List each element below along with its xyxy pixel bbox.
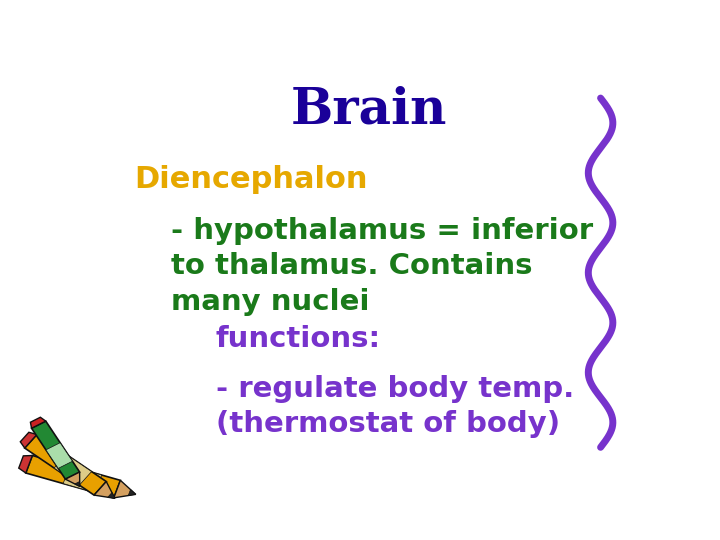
Polygon shape (63, 466, 102, 492)
Text: - hypothalamus = inferior
to thalamus. Contains
many nuclei: - hypothalamus = inferior to thalamus. C… (171, 217, 593, 316)
Polygon shape (54, 455, 91, 485)
Text: - regulate body temp.
(thermostat of body): - regulate body temp. (thermostat of bod… (215, 375, 574, 438)
Polygon shape (114, 481, 136, 498)
Polygon shape (94, 482, 115, 498)
Polygon shape (128, 489, 136, 496)
Polygon shape (66, 472, 80, 487)
Text: Brain: Brain (291, 85, 447, 134)
Polygon shape (75, 482, 80, 487)
Polygon shape (30, 417, 46, 428)
Polygon shape (46, 443, 73, 468)
Polygon shape (20, 433, 37, 448)
Polygon shape (32, 421, 80, 479)
Text: Diencephalon: Diencephalon (135, 165, 368, 194)
Text: functions:: functions: (215, 325, 381, 353)
Polygon shape (108, 492, 115, 498)
Polygon shape (24, 435, 107, 495)
Polygon shape (19, 456, 32, 473)
Polygon shape (26, 456, 120, 498)
